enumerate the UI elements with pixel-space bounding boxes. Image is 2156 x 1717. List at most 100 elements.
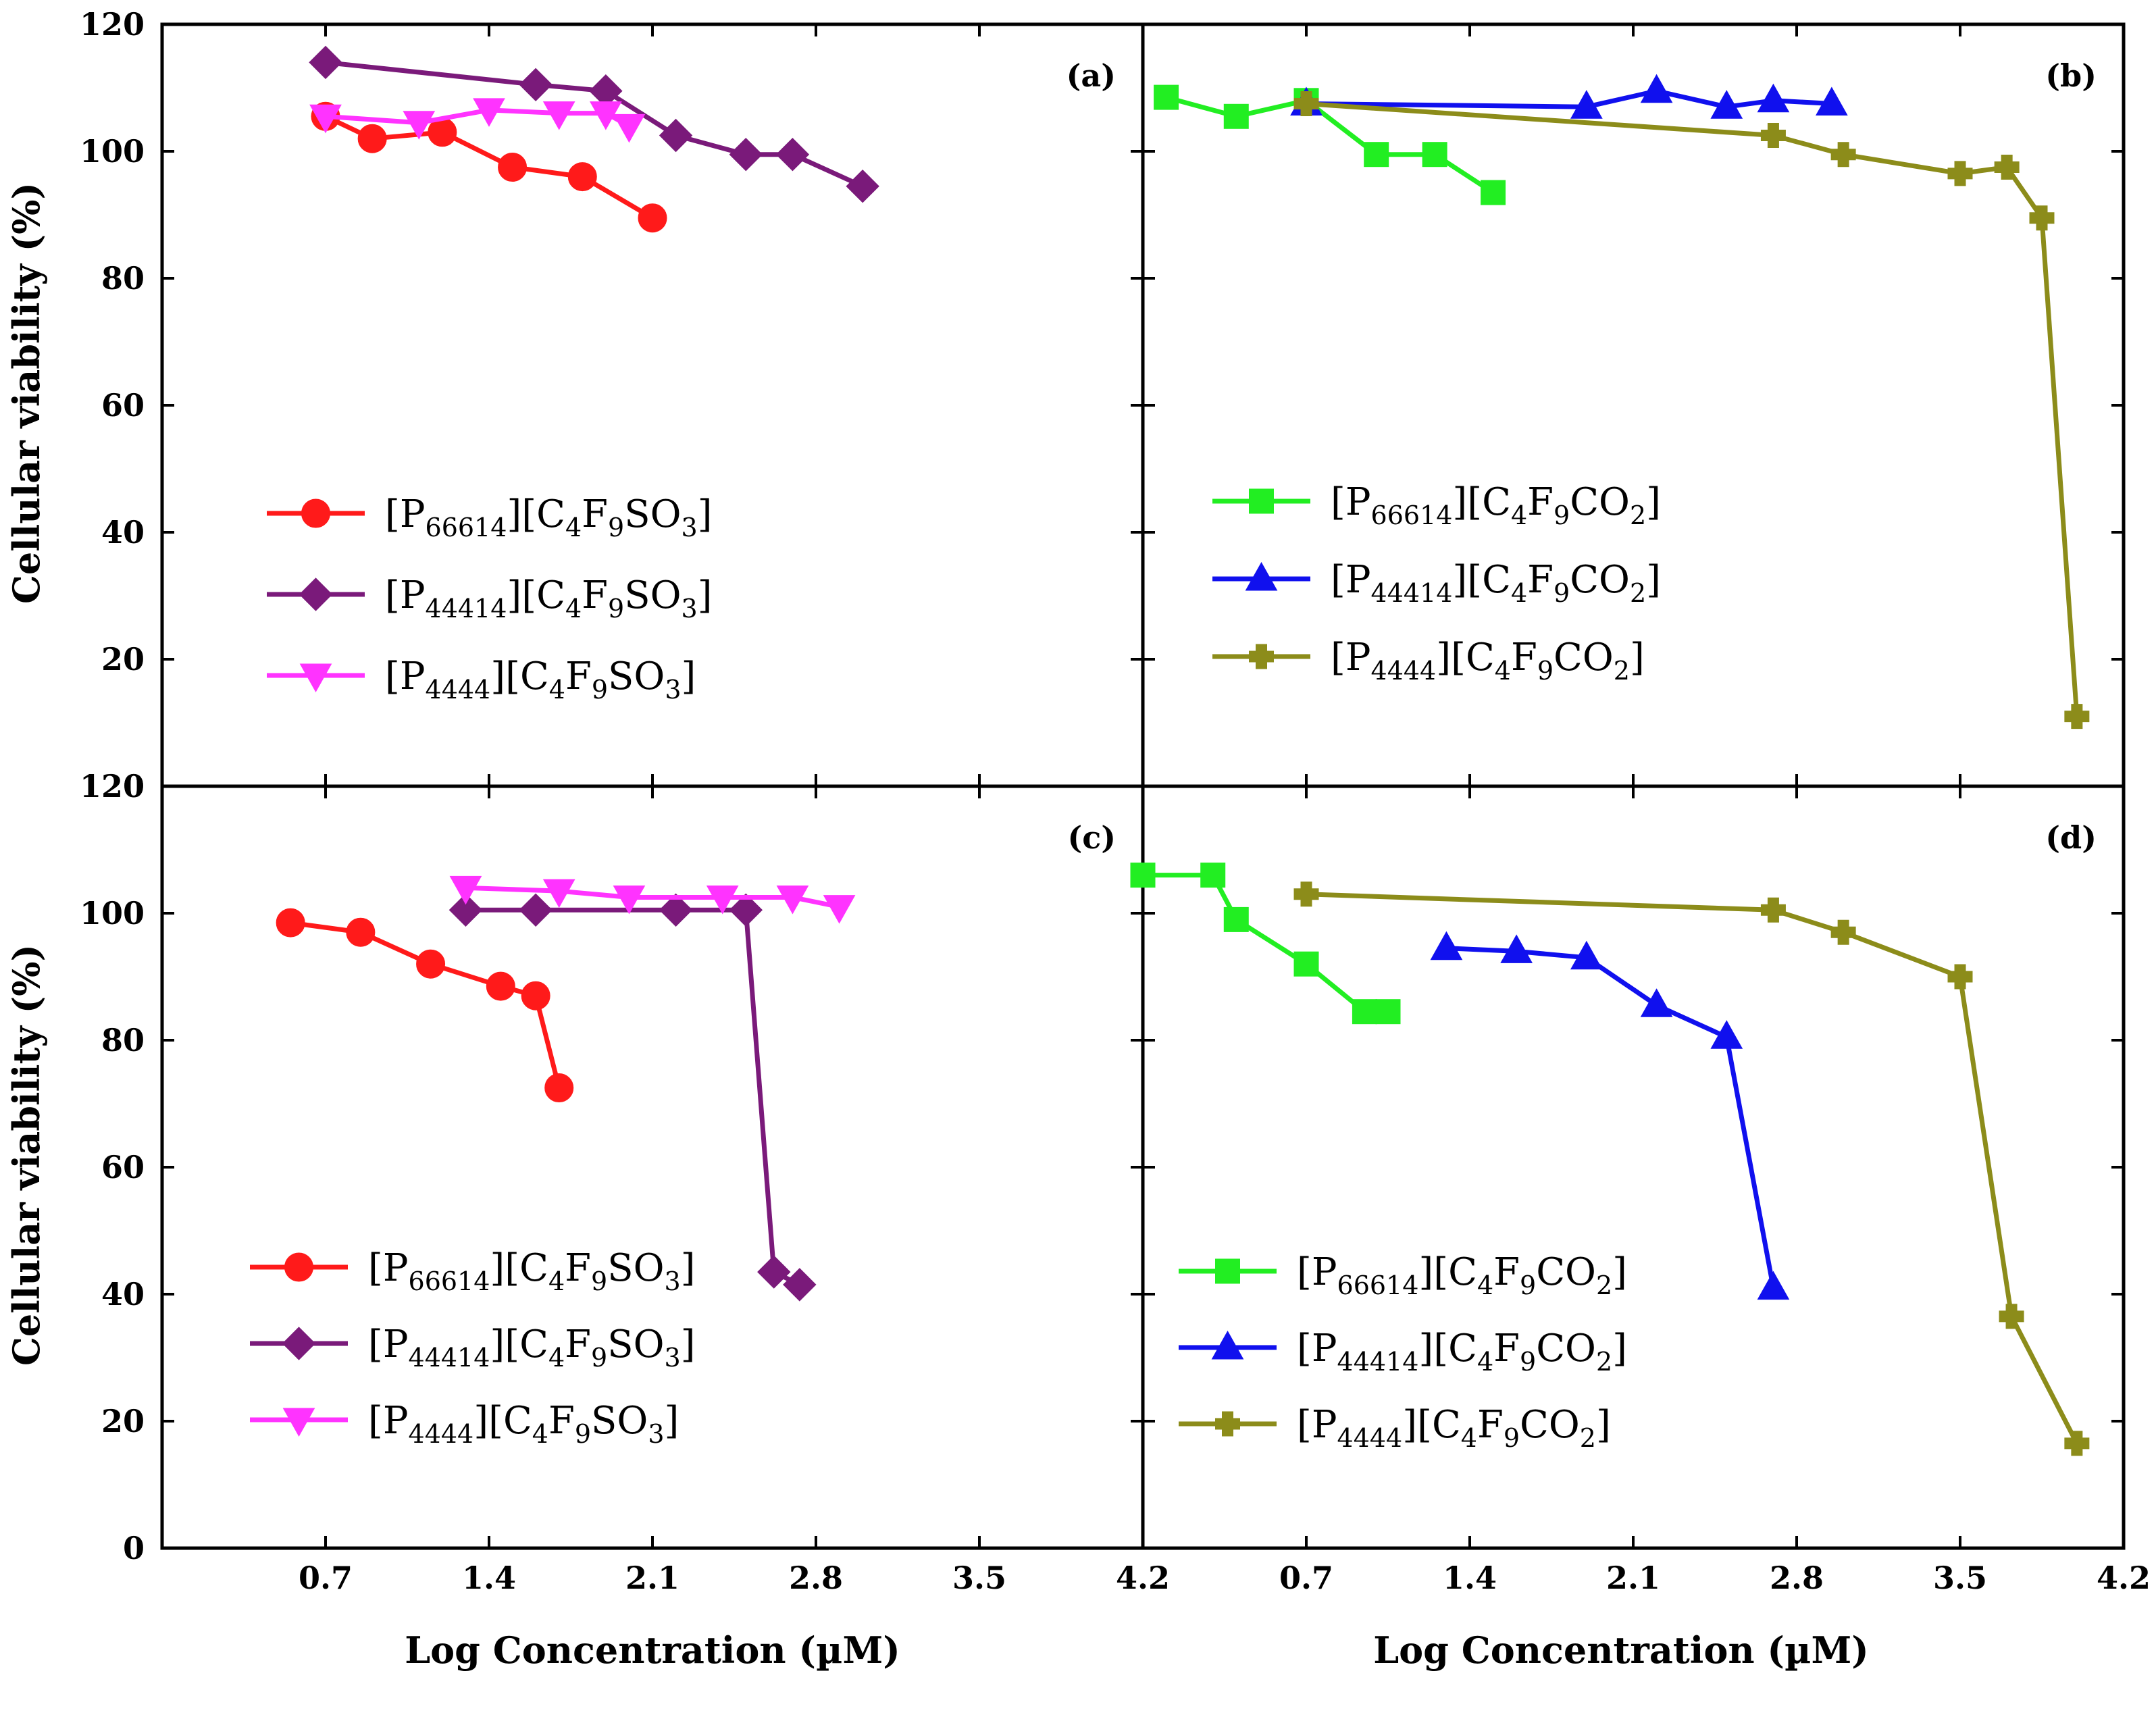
data-point [1293,951,1319,977]
legend-label: [P44414][C4F9CO2] [1297,1327,1627,1377]
data-point [1710,90,1743,119]
series-line [1306,892,2079,1445]
panels: 0 20 40 60 80 100 120 (a) [P66614][C4F9SO3] [P444… [80,6,2151,1596]
panel-d: 0.7 1.4 2.1 2.8 3.5 4.2 (d) [P66614][C4F9CO2] [P… [1130,784,2151,1596]
y-tick-label: 40 [101,1276,145,1312]
series-1 [1430,931,1790,1300]
y-tick-label: 60 [101,387,145,424]
x-tick-label: 3.5 [952,1560,1006,1596]
data-point [416,949,446,979]
series-1 [1290,74,1848,119]
data-point [638,203,667,233]
x-tick-label: 1.4 [462,1560,516,1596]
x-tick-label: 4.2 [2097,1560,2151,1596]
legend-label: [P66614][C4F9CO2] [1331,480,1661,530]
y-tick-label: 80 [101,1022,145,1058]
data-point [1994,155,2020,180]
data-point [2029,205,2055,231]
y-tick-label: 100 [80,133,145,170]
data-point [775,137,810,172]
plot-frame [1141,784,2126,1550]
panel-tag: (a) [1067,57,1116,94]
data-point [403,111,436,140]
series-line [290,920,562,1089]
y-tick-label: 120 [80,6,145,43]
y-tick-label: 100 [80,895,145,931]
series-line [1306,101,2080,717]
y-tick-label: 80 [101,260,145,297]
series-2 [1293,881,2090,1456]
data-point [1500,934,1533,963]
y-tick-label: 20 [101,641,145,677]
data-point [542,101,575,130]
data-point [448,893,483,927]
series-line [465,907,801,1287]
x-tick-label: 2.8 [1770,1560,1824,1596]
data-point [823,895,856,924]
data-point [1422,142,1447,168]
legend-marker [1211,1330,1244,1360]
legend-entry: [P44414][C4F9SO3] [267,573,713,623]
x-tick-label: 0.7 [1279,1560,1333,1596]
data-point [1364,142,1389,168]
data-point [1130,863,1156,888]
data-point [1816,86,1848,116]
legend-entry: [P4444][C4F9SO3] [250,1399,679,1449]
legend-entry: [P4444][C4F9CO2] [1179,1403,1611,1453]
data-point [659,893,693,927]
data-point [1223,906,1249,932]
data-point [1999,1304,2024,1329]
legend-marker [1249,644,1274,669]
data-point [1830,142,1856,168]
legend-marker [301,498,330,528]
data-point [729,137,763,172]
data-point [776,886,809,915]
series-2 [449,875,856,924]
data-point [1154,84,1179,110]
y-tick-label: 0 [123,768,145,804]
legend-label: [P66614][C4F9CO2] [1297,1250,1627,1300]
legend-label: [P4444][C4F9CO2] [1331,636,1645,686]
legend-label: [P44414][C4F9SO3] [368,1323,696,1373]
x-tick-label: 1.4 [1443,1560,1497,1596]
data-point [276,908,305,938]
x-axis-titles: Log Concentration (µM) Log Concentration… [405,1629,1869,1672]
legend-entry: [P66614][C4F9CO2] [1179,1250,1627,1300]
data-point [590,101,622,130]
data-point [521,981,550,1010]
panel-tag: (c) [1067,819,1116,856]
legend-label: [P4444][C4F9CO2] [1297,1403,1611,1453]
data-point [613,886,646,915]
x-tick-label: 4.2 [1116,1560,1170,1596]
panel-c: 0.7 1.4 2.1 2.8 3.5 4.2 0 20 40 60 80 100 120 (c) [P66… [80,768,1170,1596]
y-tick-label: 0 [123,1530,145,1566]
data-point [544,1073,574,1102]
data-point [1640,988,1673,1017]
data-point [473,98,505,127]
legend-marker [1215,1258,1240,1284]
legend-label: [P44414][C4F9SO3] [385,573,713,623]
data-point [2064,1431,2090,1456]
y-tick-label: 60 [101,1149,145,1185]
data-point [309,104,342,134]
data-point [783,1268,817,1302]
y-axis-title-bottom: Cellular viability (%) [5,944,48,1366]
legend-marker [282,1327,316,1360]
x-tick-label: 0.7 [299,1560,353,1596]
x-axis-title-right: Log Concentration (µM) [1373,1629,1869,1672]
legend-entry: [P66614][C4F9CO2] [1212,480,1661,530]
legend-entry: [P4444][C4F9SO3] [267,655,696,704]
data-point [346,917,376,947]
data-point [846,169,879,203]
data-point [1375,999,1401,1025]
data-point [729,893,763,927]
legend-entry: [P66614][C4F9SO3] [250,1246,696,1296]
y-axis-title-top: Cellular viability (%) [5,182,48,604]
series-line [325,59,864,188]
legend-label: [P66614][C4F9SO3] [385,492,713,542]
data-point [1760,897,1786,923]
data-point [1293,91,1319,116]
data-point [567,162,597,192]
data-point [542,879,575,908]
x-tick-label: 3.5 [1933,1560,1987,1596]
